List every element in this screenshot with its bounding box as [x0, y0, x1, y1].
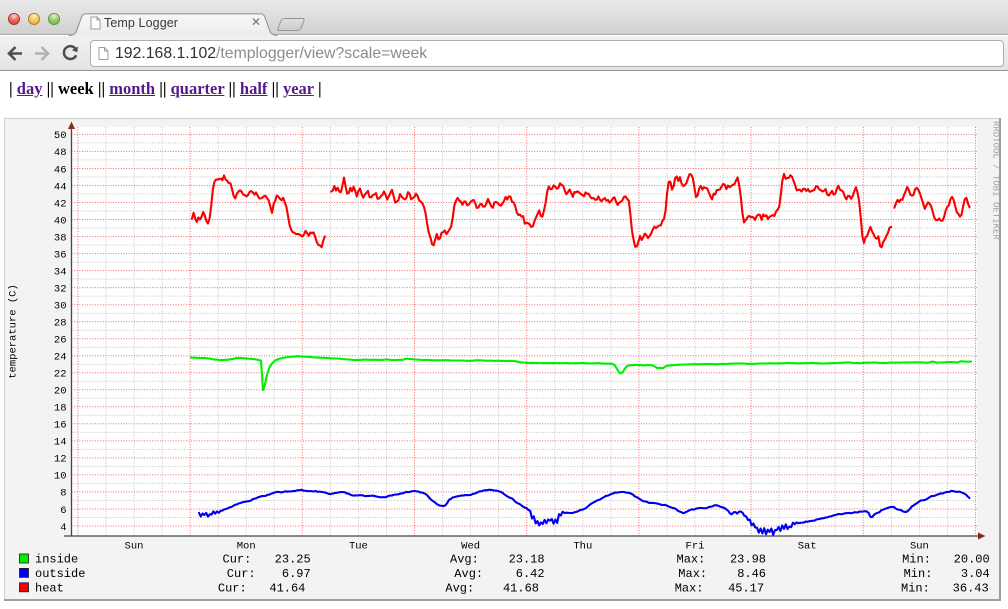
svg-text:4: 4: [60, 522, 66, 534]
svg-text:outside: outside: [35, 567, 85, 581]
svg-text:23.98: 23.98: [730, 553, 766, 567]
svg-text:6: 6: [60, 505, 66, 517]
svg-text:inside: inside: [35, 553, 78, 567]
svg-text:heat: heat: [35, 581, 64, 595]
svg-text:12: 12: [54, 454, 67, 466]
svg-text:Cur:: Cur:: [223, 553, 252, 567]
svg-text:18: 18: [54, 403, 67, 415]
svg-text:22: 22: [54, 369, 67, 381]
svg-text:16: 16: [54, 420, 67, 432]
svg-text:Avg:: Avg:: [454, 567, 483, 581]
svg-text:temperature (C): temperature (C): [8, 284, 20, 379]
svg-text:14: 14: [54, 437, 67, 449]
svg-text:Fri: Fri: [686, 541, 705, 553]
svg-text:8: 8: [60, 488, 66, 500]
svg-text:32: 32: [54, 283, 67, 295]
svg-text:Cur:: Cur:: [227, 567, 256, 581]
svg-text:41.64: 41.64: [269, 581, 305, 595]
svg-text:38: 38: [54, 232, 67, 244]
svg-text:8.46: 8.46: [737, 567, 766, 581]
svg-text:28: 28: [54, 318, 67, 330]
svg-text:30: 30: [54, 301, 67, 313]
svg-text:Min:: Min:: [901, 581, 930, 595]
svg-text:6.97: 6.97: [282, 567, 311, 581]
svg-text:Cur:: Cur:: [218, 581, 247, 595]
svg-text:Min:: Min:: [904, 567, 933, 581]
svg-text:20: 20: [54, 386, 67, 398]
svg-text:40: 40: [54, 215, 67, 227]
svg-text:Max:: Max:: [678, 567, 707, 581]
svg-text:Thu: Thu: [573, 541, 592, 553]
svg-text:34: 34: [54, 266, 67, 278]
svg-text:46: 46: [54, 164, 67, 176]
svg-text:Min:: Min:: [902, 553, 931, 567]
svg-text:45.17: 45.17: [728, 581, 764, 595]
svg-text:Sat: Sat: [798, 541, 817, 553]
svg-text:Avg:: Avg:: [445, 581, 474, 595]
svg-text:36.43: 36.43: [953, 581, 989, 595]
svg-text:44: 44: [54, 181, 67, 193]
svg-text:41.68: 41.68: [503, 581, 539, 595]
svg-text:23.18: 23.18: [509, 553, 545, 567]
svg-text:50: 50: [54, 130, 67, 142]
svg-text:Mon: Mon: [237, 541, 256, 553]
svg-text:Max:: Max:: [677, 553, 706, 567]
svg-text:Tue: Tue: [349, 541, 368, 553]
svg-text:42: 42: [54, 198, 67, 210]
svg-text:Sun: Sun: [910, 541, 929, 553]
svg-text:Sun: Sun: [125, 541, 144, 553]
svg-text:Wed: Wed: [461, 541, 480, 553]
svg-text:3.04: 3.04: [961, 567, 990, 581]
svg-text:RRDTOOL / TOBI OETIKER: RRDTOOL / TOBI OETIKER: [991, 121, 1001, 240]
svg-text:24: 24: [54, 352, 67, 364]
svg-text:Max:: Max:: [675, 581, 704, 595]
svg-text:Avg:: Avg:: [450, 553, 479, 567]
svg-text:10: 10: [54, 471, 67, 483]
svg-text:23.25: 23.25: [275, 553, 311, 567]
svg-text:36: 36: [54, 249, 67, 261]
svg-text:26: 26: [54, 335, 67, 347]
svg-text:20.00: 20.00: [954, 553, 990, 567]
svg-text:6.42: 6.42: [516, 567, 545, 581]
svg-text:48: 48: [54, 147, 67, 159]
